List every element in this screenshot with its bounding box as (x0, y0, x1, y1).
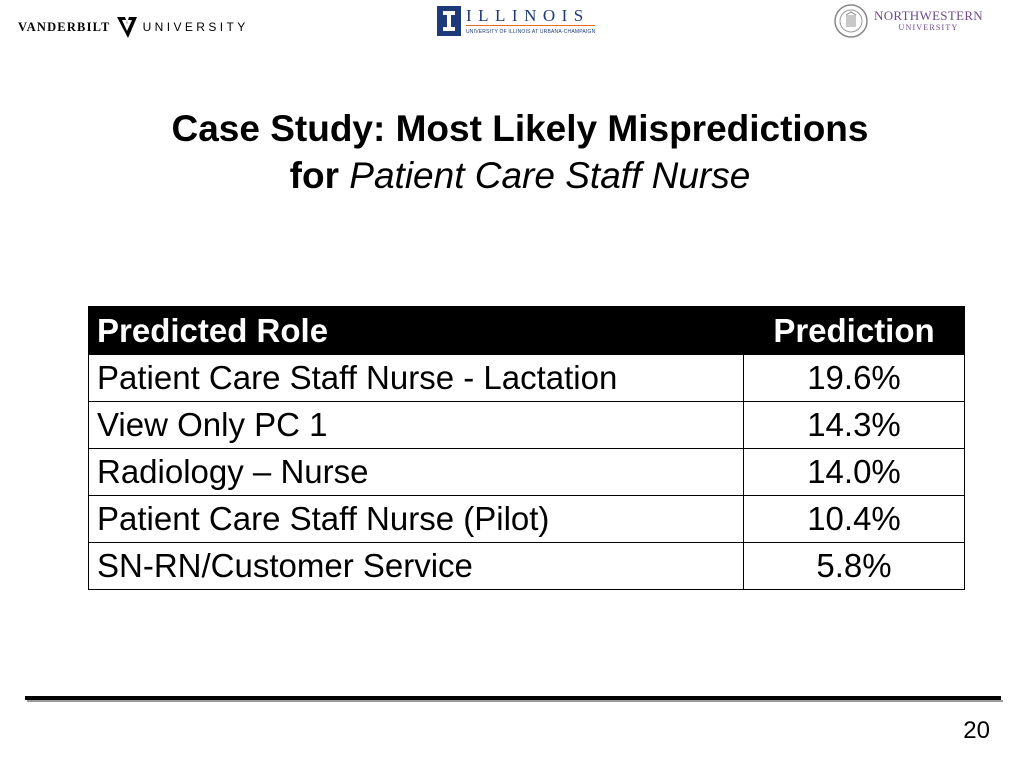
title-prefix: for (289, 155, 339, 196)
northwestern-wordmark: NORTHWESTERN (874, 8, 983, 23)
illinois-block-i-icon (437, 6, 461, 36)
illinois-rule (466, 25, 596, 26)
prediction-cell: 14.0% (743, 448, 965, 496)
footer-rule-shadow (27, 700, 1003, 702)
mispredictions-table: Predicted Role Prediction Patient Care S… (88, 306, 965, 590)
table-row: Patient Care Staff Nurse (Pilot) 10.4% (88, 495, 965, 543)
slide-title: Case Study: Most Likely Mispredictions f… (0, 105, 1024, 199)
northwestern-logo: NORTHWESTERN UNIVERSITY (834, 4, 983, 38)
table-row: Radiology – Nurse 14.0% (88, 448, 965, 496)
vanderbilt-logo: VANDERBILT UNIVERSITY (18, 14, 249, 40)
prediction-cell: 5.8% (743, 542, 965, 590)
footer-rule (25, 696, 1001, 700)
northwestern-seal-icon (834, 4, 868, 38)
header-predicted-role: Predicted Role (88, 306, 744, 355)
prediction-cell: 14.3% (743, 401, 965, 449)
illinois-logo: ILLINOIS UNIVERSITY OF ILLINOIS AT URBAN… (437, 6, 596, 36)
vanderbilt-oak-leaf-icon (116, 17, 137, 38)
title-line-1: Case Study: Most Likely Mispredictions (171, 108, 869, 149)
page-number: 20 (963, 717, 990, 744)
northwestern-university-word: UNIVERSITY (898, 23, 959, 32)
table-header-row: Predicted Role Prediction (88, 306, 965, 355)
role-cell: Radiology – Nurse (88, 448, 744, 496)
prediction-cell: 19.6% (743, 354, 965, 402)
table-row: View Only PC 1 14.3% (88, 401, 965, 449)
prediction-cell: 10.4% (743, 495, 965, 543)
role-cell: Patient Care Staff Nurse - Lactation (88, 354, 744, 402)
header-prediction: Prediction (743, 306, 965, 355)
illinois-subtitle: UNIVERSITY OF ILLINOIS AT URBANA-CHAMPAI… (466, 29, 596, 35)
title-line-2: for Patient Care Staff Nurse (0, 152, 1024, 199)
illinois-wordmark: ILLINOIS (466, 6, 590, 25)
vanderbilt-wordmark: VANDERBILT (18, 19, 111, 34)
role-cell: View Only PC 1 (88, 401, 744, 449)
table-row: SN-RN/Customer Service 5.8% (88, 542, 965, 590)
title-role-name: Patient Care Staff Nurse (349, 155, 751, 196)
vanderbilt-university-word: UNIVERSITY (142, 20, 249, 34)
role-cell: Patient Care Staff Nurse (Pilot) (88, 495, 744, 543)
table-row: Patient Care Staff Nurse - Lactation 19.… (88, 354, 965, 402)
role-cell: SN-RN/Customer Service (88, 542, 744, 590)
